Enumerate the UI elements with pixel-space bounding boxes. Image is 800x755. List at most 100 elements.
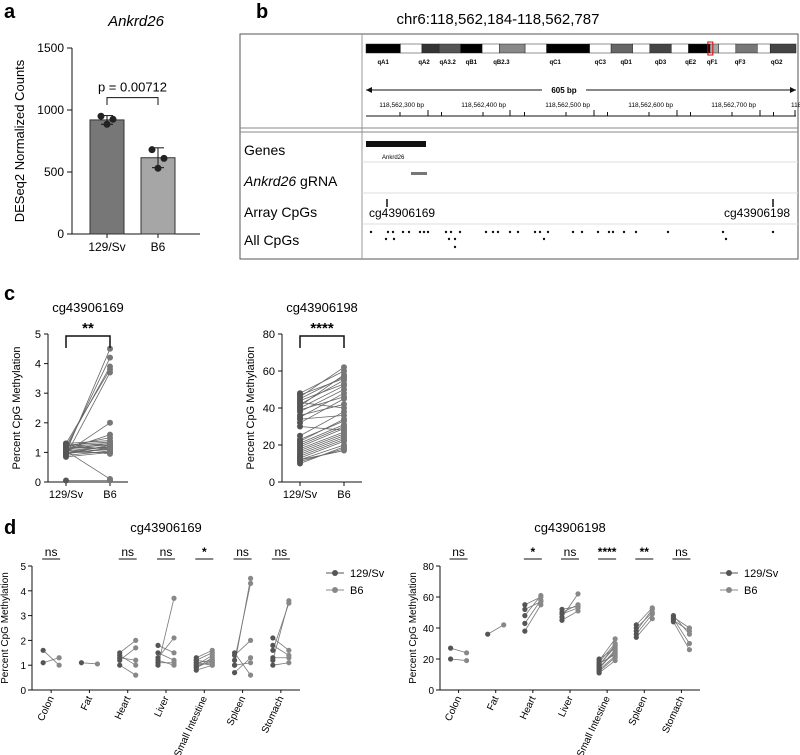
cpg-dot — [384, 237, 388, 241]
cpg-dot — [533, 230, 537, 234]
y-tick-label: 5 — [20, 562, 26, 573]
data-point-129sv — [596, 662, 602, 668]
ruler-tick-label: 118,562,300 bp — [379, 102, 424, 109]
cpg-dot — [444, 230, 448, 234]
pair-line — [561, 610, 579, 621]
data-point-b6 — [107, 439, 113, 446]
data-point — [97, 112, 105, 120]
significance-marker: **** — [310, 320, 334, 337]
data-point-b6 — [171, 635, 177, 641]
significance-marker: * — [531, 545, 536, 559]
y-tick-label: 1500 — [37, 41, 64, 55]
pair-line — [299, 427, 345, 448]
data-point-129sv — [485, 631, 491, 637]
data-point-b6 — [341, 371, 347, 378]
data-point-129sv — [231, 670, 238, 676]
data-point — [160, 154, 168, 162]
x-tick-label: Colon — [36, 695, 57, 723]
pair-line — [234, 657, 251, 673]
x-tick-label: Fat — [485, 694, 501, 712]
data-point-129sv — [117, 662, 123, 668]
ideogram-band-label: qF1 — [707, 60, 718, 66]
pair-line — [65, 443, 111, 447]
data-point-b6 — [247, 580, 254, 586]
significance-bracket — [299, 335, 345, 348]
y-tick-label: 0 — [57, 227, 64, 241]
ideogram-band — [421, 43, 440, 54]
cpg-dot — [496, 230, 500, 234]
y-tick-label: 3 — [20, 612, 26, 623]
y-tick-label: 1 — [20, 661, 26, 672]
data-point-129sv — [297, 406, 303, 413]
y-tick-label: 0 — [428, 686, 434, 697]
pair-line — [119, 664, 136, 676]
y-tick-label: 20 — [423, 655, 435, 666]
pair-line — [299, 426, 345, 431]
pair-line — [299, 444, 345, 461]
cpg-dot — [516, 230, 520, 234]
pair-line — [598, 643, 616, 663]
data-point-b6 — [286, 660, 292, 666]
chart-title: cg43906169 — [52, 300, 124, 315]
x-tick-label: Liver — [557, 694, 576, 719]
pair-line — [234, 652, 251, 676]
data-point-129sv — [193, 665, 199, 671]
data-point-129sv — [63, 477, 69, 484]
legend-marker — [332, 570, 338, 576]
data-point-129sv — [559, 611, 565, 617]
pair-line — [299, 420, 345, 440]
pair-line — [65, 452, 111, 458]
data-point-b6 — [341, 380, 347, 387]
cpg-dot — [418, 230, 422, 234]
cpg-dot — [580, 230, 584, 234]
y-tick-label: 2 — [35, 418, 41, 430]
pair-line — [299, 431, 345, 450]
track-label-genes: Genes — [244, 142, 285, 158]
data-point-129sv — [117, 652, 123, 658]
data-point-b6 — [649, 605, 655, 611]
all-cpgs-track — [369, 230, 775, 249]
ideogram-band — [400, 43, 423, 54]
data-point-129sv — [297, 399, 303, 406]
legend-label: B6 — [350, 585, 363, 597]
cpg-dot — [401, 230, 405, 234]
bar — [89, 119, 125, 235]
data-point-b6 — [341, 427, 347, 434]
ideogram-band — [481, 43, 500, 54]
y-axis-label: Percent CpG Methylation — [0, 572, 11, 684]
span-arrow-right — [790, 87, 796, 93]
panel-d-right: cg43906198 0 20 40 60 80 Percent CpG Methylati… — [408, 520, 779, 755]
pair-line — [299, 415, 345, 420]
y-tick-label: 20 — [263, 440, 275, 452]
ideogram-band — [365, 43, 401, 54]
pair-line — [42, 650, 60, 666]
pair-line — [119, 657, 136, 661]
chart-title: cg43906169 — [130, 520, 202, 535]
pair-line — [524, 599, 542, 624]
ideogram-band — [438, 43, 461, 54]
panel-label-d: d — [4, 517, 16, 539]
pair-line — [65, 369, 111, 444]
pair-line — [234, 640, 251, 656]
data-point-129sv — [522, 628, 528, 634]
pair-line — [196, 659, 213, 664]
data-point-129sv — [596, 670, 602, 676]
data-point-b6 — [209, 647, 215, 653]
pair-line — [635, 613, 653, 635]
y-axis-label: Percent CpG Methylation — [408, 572, 419, 684]
data-point-b6 — [56, 655, 62, 661]
cpg-dot — [453, 237, 457, 241]
panel-a-bar-chart: Ankrd26 0 500 1000 1500 DESeq2 Normalized Cou… — [12, 13, 200, 254]
chart-title: cg43906198 — [534, 520, 606, 535]
data-point-129sv — [670, 616, 677, 622]
data-point-b6 — [612, 651, 618, 657]
y-tick-label: 60 — [423, 593, 435, 604]
pair-line — [450, 658, 467, 661]
pair-line — [636, 612, 653, 629]
data-point-129sv — [231, 650, 238, 656]
x-tick-label: Small Intestine — [172, 694, 210, 755]
y-axis-label: DESeq2 Normalized Counts — [12, 59, 27, 222]
data-point-b6 — [463, 657, 470, 664]
data-point-b6 — [171, 650, 177, 656]
x-tick-label: B6 — [151, 240, 166, 254]
